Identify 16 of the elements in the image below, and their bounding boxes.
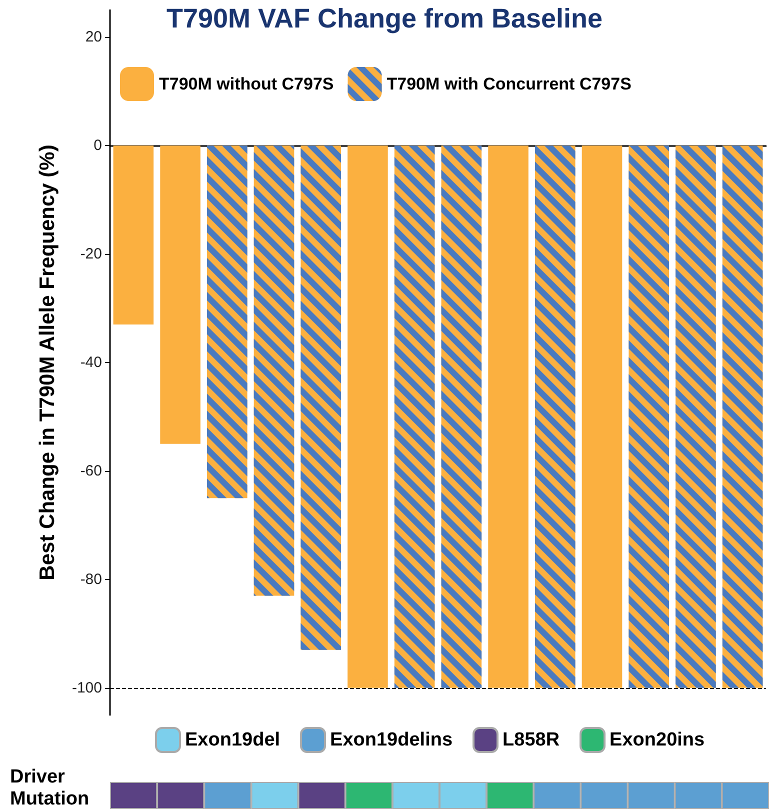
legend-label: T790M with Concurrent C797S [386, 74, 632, 94]
legend-label: Exon20ins [610, 730, 705, 750]
legend-label: Exon19del [185, 730, 280, 750]
chart-title: T790M VAF Change from Baseline [166, 4, 603, 34]
y-tick-label: -100 [72, 679, 102, 696]
y-axis-title: Best Change in T790M Allele Frequency (%) [36, 144, 59, 580]
y-tick-label: -20 [80, 246, 102, 263]
y-tick-label: -60 [80, 462, 102, 480]
y-axis-title: Driver Mutation [10, 766, 90, 809]
y-tick-label: 0 [94, 137, 102, 154]
y-tick-label: -80 [80, 570, 102, 588]
y-tick-label: -40 [80, 354, 102, 371]
legend-label: T790M without C797S [159, 74, 334, 94]
legend-label: L858R [502, 730, 560, 750]
y-tick-label: 20 [85, 28, 102, 46]
legend-label: Exon19delins [330, 730, 453, 750]
